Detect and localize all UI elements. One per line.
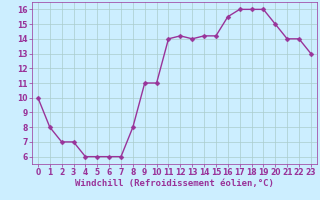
X-axis label: Windchill (Refroidissement éolien,°C): Windchill (Refroidissement éolien,°C) [75,179,274,188]
